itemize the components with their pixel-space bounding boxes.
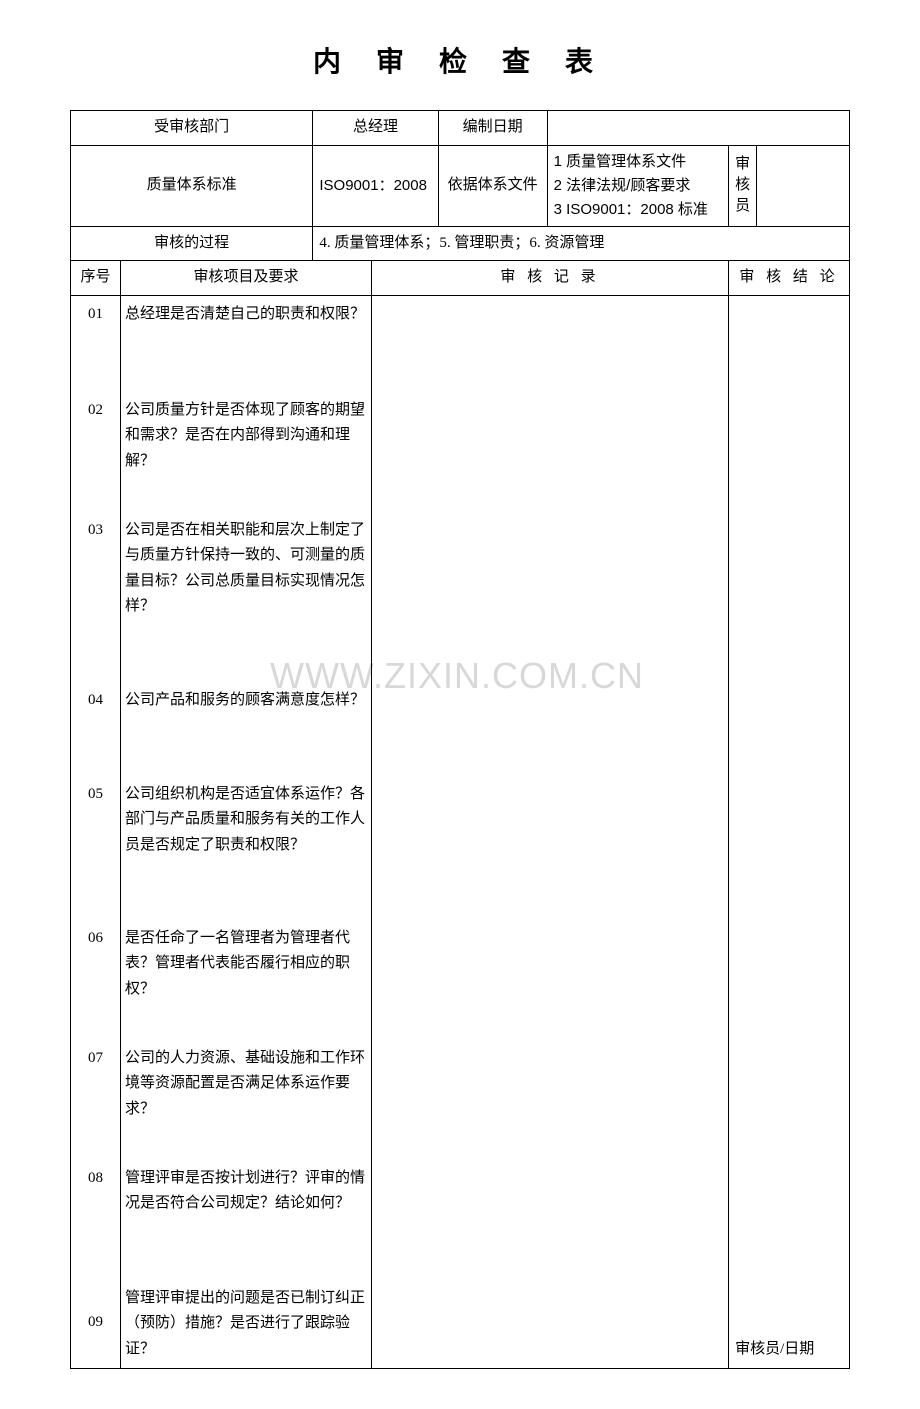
seq-03: 03 <box>75 518 116 664</box>
footer-label: 审核员/日期 <box>735 1341 814 1357</box>
item-05: 公司组织机构是否适宜体系运作？各部门与产品质量和服务有关的工作人员是否规定了职责… <box>125 782 367 902</box>
dept-value: 总经理 <box>313 111 438 146</box>
seq-05: 05 <box>75 782 116 902</box>
item-06: 是否任命了一名管理者为管理者代表？管理者代表能否履行相应的职权？ <box>125 926 367 1022</box>
col-item: 审核项目及要求 <box>121 261 372 296</box>
basis-label: 依据体系文件 <box>438 145 547 226</box>
header-row-1: 受审核部门 总经理 编制日期 <box>71 111 850 146</box>
std-value: ISO9001：2008 <box>313 145 438 226</box>
auditor-label: 审核员 <box>729 145 757 226</box>
process-label: 审核的过程 <box>71 226 313 261</box>
date-label: 编制日期 <box>438 111 547 146</box>
col-conclusion: 审 核 结 论 <box>729 261 850 296</box>
item-04: 公司产品和服务的顾客满意度怎样？ <box>125 688 367 758</box>
seq-04: 04 <box>75 688 116 758</box>
column-header-row: 序号 审核项目及要求 审 核 记 录 审 核 结 论 <box>71 261 850 296</box>
seq-cell: 01 02 03 04 05 06 07 08 09 <box>71 295 121 1369</box>
conclusion-cell: 审核员/日期 <box>729 295 850 1369</box>
item-09: 管理评审提出的问题是否已制订纠正（预防）措施？是否进行了跟踪验证？ <box>125 1286 367 1363</box>
seq-07: 07 <box>75 1046 116 1142</box>
item-02: 公司质量方针是否体现了顾客的期望和需求？是否在内部得到沟通和理解？ <box>125 398 367 494</box>
seq-08: 08 <box>75 1166 116 1262</box>
header-row-2: 质量体系标准 ISO9001：2008 依据体系文件 1 质量管理体系文件 2 … <box>71 145 850 226</box>
auditor-value <box>757 145 850 226</box>
col-record: 审 核 记 录 <box>371 261 728 296</box>
page-title: 内 审 检 查 表 <box>70 40 850 80</box>
item-cell: 总经理是否清楚自己的职责和权限？ 公司质量方针是否体现了顾客的期望和需求？是否在… <box>121 295 372 1369</box>
std-label: 质量体系标准 <box>71 145 313 226</box>
seq-06: 06 <box>75 926 116 1022</box>
item-07: 公司的人力资源、基础设施和工作环境等资源配置是否满足体系运作要求？ <box>125 1046 367 1142</box>
dept-label: 受审核部门 <box>71 111 313 146</box>
seq-09: 09 <box>75 1286 116 1336</box>
process-value: 4. 质量管理体系；5. 管理职责；6. 资源管理 <box>313 226 850 261</box>
item-03: 公司是否在相关职能和层次上制定了与质量方针保持一致的、可测量的质量目标？公司总质… <box>125 518 367 664</box>
item-08: 管理评审是否按计划进行？评审的情况是否符合公司规定？结论如何？ <box>125 1166 367 1262</box>
audit-table: 受审核部门 总经理 编制日期 质量体系标准 ISO9001：2008 依据体系文… <box>70 110 850 1369</box>
date-value <box>547 111 849 146</box>
seq-01: 01 <box>75 302 116 374</box>
item-01: 总经理是否清楚自己的职责和权限？ <box>125 302 367 374</box>
col-seq: 序号 <box>71 261 121 296</box>
basis-value: 1 质量管理体系文件 2 法律法规/顾客要求 3 ISO9001：2008 标准 <box>547 145 728 226</box>
seq-02: 02 <box>75 398 116 494</box>
header-row-3: 审核的过程 4. 质量管理体系；5. 管理职责；6. 资源管理 <box>71 226 850 261</box>
content-row: 01 02 03 04 05 06 07 08 09 总经理是否清楚自己的职责和… <box>71 295 850 1369</box>
record-cell <box>371 295 728 1369</box>
